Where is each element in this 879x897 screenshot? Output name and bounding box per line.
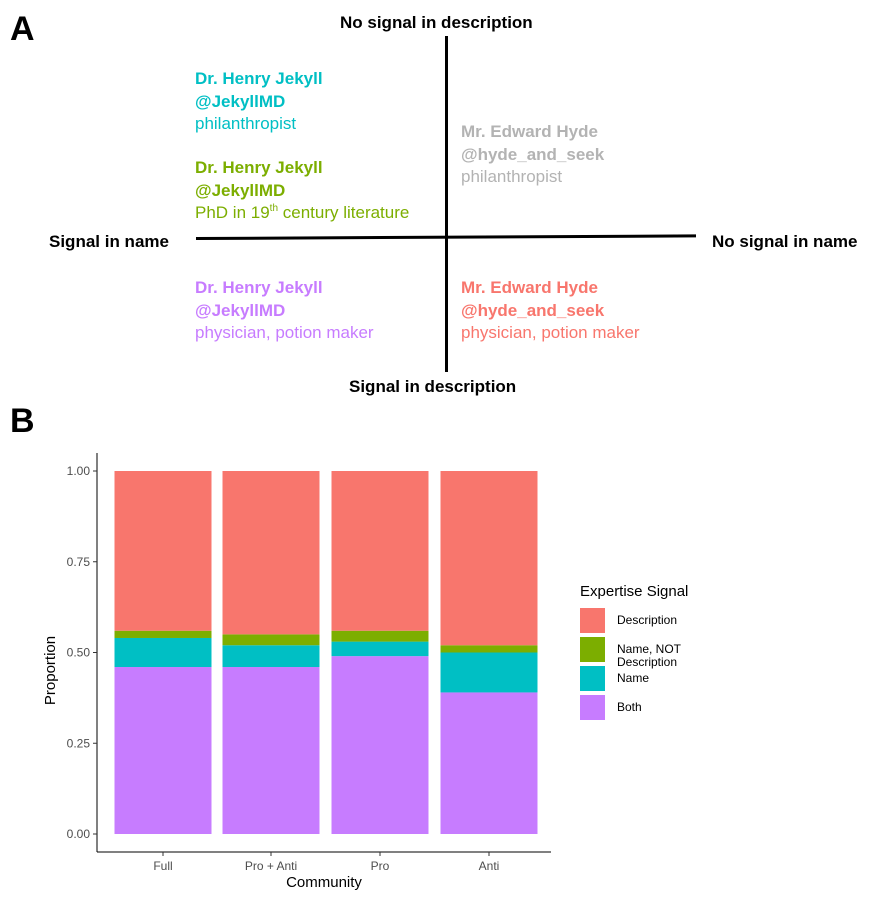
quadrant-top-left-example-1: Dr. Henry Jekyll @JekyllMD philanthropis… — [195, 68, 323, 136]
legend-swatch — [580, 695, 605, 720]
profile-name: Dr. Henry Jekyll — [195, 69, 323, 88]
legend-title: Expertise Signal — [580, 583, 689, 600]
legend-item: Name, NOT Description — [580, 637, 688, 669]
y-tick-label: 0.75 — [67, 555, 91, 569]
profile-description: philanthropist — [195, 114, 297, 133]
quadrant-bottom-right-example: Mr. Edward Hyde @hyde_and_seek physician… — [461, 277, 640, 345]
bar-segment — [222, 634, 320, 646]
bar-segment — [331, 630, 429, 642]
legend-swatch — [580, 637, 605, 662]
axis-right-label: No signal in name — [712, 232, 858, 251]
profile-description: PhD in 19th century literature — [195, 202, 409, 225]
bar-segment — [331, 471, 429, 631]
bar-segment — [440, 471, 538, 646]
profile-description: philanthropist — [461, 167, 563, 186]
bar-segment — [440, 692, 538, 834]
profile-name: Dr. Henry Jekyll — [195, 158, 323, 177]
y-tick-label: 0.25 — [67, 736, 91, 750]
profile-description: physician, potion maker — [195, 323, 374, 342]
legend-label: Description — [617, 613, 678, 627]
axis-top-label: No signal in description — [340, 13, 533, 32]
legend-label: Both — [617, 700, 642, 714]
y-tick-label: 0.50 — [67, 646, 91, 660]
vertical-axis-line — [445, 36, 448, 372]
legend-item: Name — [580, 666, 688, 695]
x-axis-title: Community — [286, 874, 362, 891]
bar-segment — [440, 645, 538, 653]
legend-items: Description Name, NOT Description Name Both — [580, 608, 688, 724]
bar-segment — [114, 630, 212, 638]
legend-item: Description — [580, 608, 688, 637]
legend-swatch — [580, 608, 605, 633]
profile-handle: @hyde_and_seek — [461, 300, 605, 320]
bar-segment — [331, 656, 429, 834]
x-tick-label: Full — [153, 859, 172, 873]
axis-bottom-label: Signal in description — [349, 377, 517, 396]
profile-description: physician, potion maker — [461, 323, 640, 342]
y-tick-label: 1.00 — [67, 464, 91, 478]
quadrant-top-left-example-2: Dr. Henry Jekyll @JekyllMD PhD in 19th c… — [195, 157, 409, 225]
legend-swatch — [580, 666, 605, 691]
profile-name: Mr. Edward Hyde — [461, 278, 598, 297]
legend-item: Both — [580, 695, 688, 724]
panel-a-letter: A — [10, 10, 35, 48]
profile-handle: @JekyllMD — [195, 300, 286, 320]
x-tick-label: Anti — [479, 859, 500, 873]
description-superscript: th — [269, 203, 279, 214]
bar-segment — [114, 637, 212, 668]
bar-segment — [222, 645, 320, 668]
description-text-end: century literature — [278, 203, 410, 222]
profile-name: Dr. Henry Jekyll — [195, 278, 323, 297]
stacked-bar-chart: 0.00 0.25 0.50 0.75 1.00 Full Pro + Anti Pro Ant… — [42, 453, 551, 891]
bar-segment — [331, 641, 429, 657]
profile-handle: @JekyllMD — [195, 91, 286, 111]
x-tick-label: Pro + Anti — [245, 859, 297, 873]
chart-legend: Expertise Signal Description Name, NOT De… — [580, 583, 688, 724]
y-tick-label: 0.00 — [67, 827, 91, 841]
bar-segment — [114, 667, 212, 834]
bar-segment — [114, 471, 212, 631]
profile-handle: @hyde_and_seek — [461, 144, 605, 164]
description-text: PhD in 19 — [195, 203, 270, 222]
legend-label: Name, NOT Description — [617, 642, 681, 669]
bar-segment — [440, 652, 538, 693]
legend-label: Name — [617, 671, 650, 685]
axis-left-label: Signal in name — [49, 232, 169, 251]
profile-name: Mr. Edward Hyde — [461, 122, 598, 141]
quadrant-bottom-left-example: Dr. Henry Jekyll @JekyllMD physician, po… — [195, 277, 374, 345]
y-axis-title: Proportion — [42, 636, 59, 705]
panel-b-letter: B — [10, 402, 35, 440]
profile-handle: @JekyllMD — [195, 180, 286, 200]
quadrant-top-right-example: Mr. Edward Hyde @hyde_and_seek philanthr… — [461, 121, 604, 189]
x-tick-label: Pro — [371, 859, 390, 873]
bar-segment — [222, 667, 320, 834]
bar-segment — [222, 471, 320, 635]
